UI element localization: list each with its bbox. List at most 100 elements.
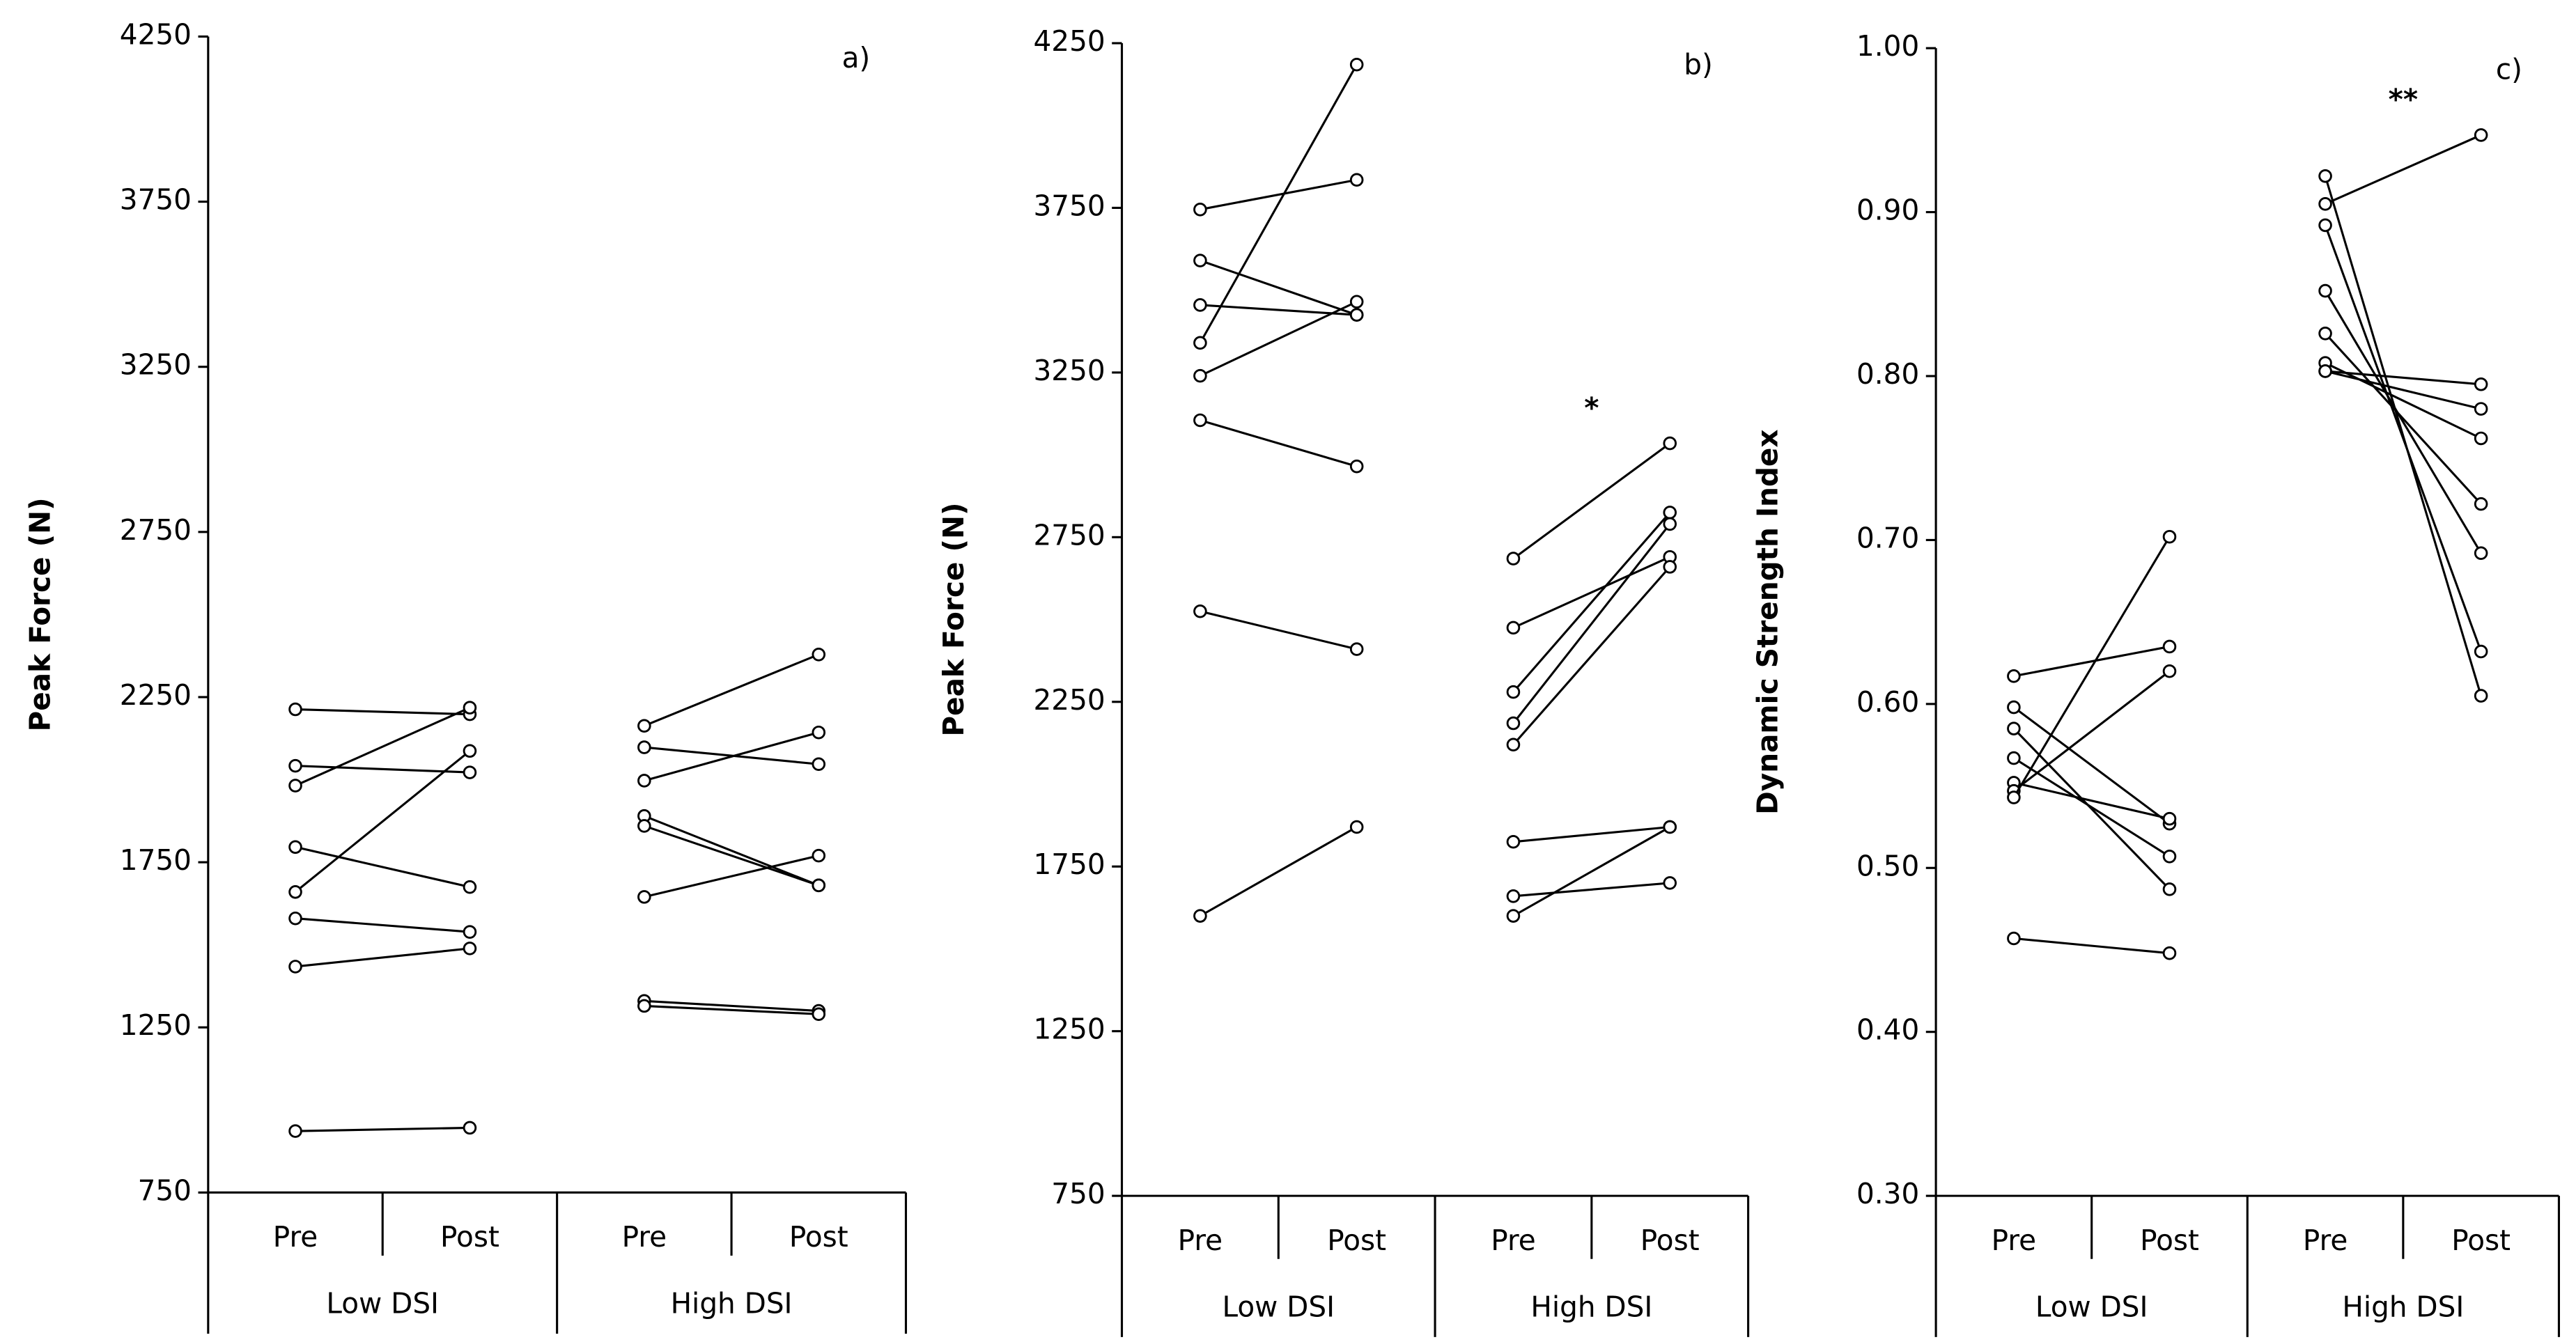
- x-tick-label: Post: [2451, 1224, 2511, 1257]
- y-tick-label: 1250: [120, 1008, 192, 1042]
- post-point: [1663, 876, 1677, 890]
- pre-point: [288, 702, 302, 717]
- pair-line: [1512, 523, 1671, 724]
- x-tick-label: Post: [1640, 1224, 1700, 1257]
- y-tick-label: 1.00: [1856, 29, 1919, 63]
- y-tick-label: 0.60: [1856, 685, 1919, 719]
- pair-line: [2012, 670, 2171, 792]
- pre-point: [1506, 685, 1521, 699]
- pair-line: [1512, 565, 1671, 746]
- post-point: [2162, 850, 2177, 864]
- post-point: [1663, 436, 1677, 451]
- y-tick-label: 2750: [120, 513, 192, 547]
- pair-line: [2324, 332, 2482, 505]
- pre-point: [637, 719, 651, 733]
- post-point: [1349, 642, 1364, 656]
- x-tick-label: Post: [440, 1220, 499, 1254]
- pre-point: [1193, 203, 1207, 217]
- x-tick-label: Pre: [273, 1220, 318, 1254]
- pair-line: [295, 765, 470, 774]
- post-point: [463, 880, 477, 894]
- significance-marker: **: [2389, 83, 2418, 116]
- pre-point: [1193, 336, 1207, 350]
- pre-point: [2007, 931, 2021, 946]
- group-label: High DSI: [1530, 1290, 1652, 1323]
- post-point: [463, 701, 477, 715]
- y-tick-label: 2750: [1034, 518, 1105, 552]
- x-tick-label: Pre: [1178, 1224, 1223, 1257]
- group-label: Low DSI: [2035, 1290, 2148, 1323]
- pre-point: [1193, 253, 1207, 267]
- pair-line: [295, 947, 470, 968]
- y-tick-label: 1750: [1034, 848, 1105, 881]
- pair-line: [2013, 937, 2170, 955]
- x-tick-label: Pre: [622, 1220, 667, 1254]
- y-tick-label: 3750: [1034, 189, 1105, 222]
- pre-point: [1506, 552, 1521, 565]
- post-point: [2162, 639, 2177, 654]
- pair-line: [2013, 781, 2170, 820]
- pre-point: [637, 740, 651, 754]
- post-point: [1349, 820, 1364, 834]
- pair-line: [644, 731, 819, 782]
- pair-line: [2324, 290, 2482, 554]
- post-point: [463, 744, 477, 758]
- pre-point: [288, 758, 302, 773]
- pre-point: [2318, 283, 2332, 298]
- pair-line: [1200, 259, 1358, 316]
- y-tick-label: 4250: [120, 17, 192, 51]
- y-tick-label: 1250: [1034, 1013, 1105, 1046]
- y-tick-label: 3250: [120, 348, 192, 382]
- pair-line: [295, 1126, 470, 1132]
- pre-point: [1193, 368, 1207, 383]
- y-tick-label: 0.50: [1856, 849, 1919, 882]
- pair-line: [1200, 419, 1358, 468]
- post-point: [2162, 529, 2177, 544]
- post-point: [2162, 946, 2177, 960]
- post-point: [2474, 128, 2488, 142]
- pre-point: [288, 779, 302, 793]
- post-point: [2162, 664, 2177, 678]
- post-point: [812, 878, 826, 893]
- pair-line: [2013, 645, 2170, 678]
- post-point: [1349, 459, 1364, 474]
- group-label: High DSI: [2342, 1290, 2464, 1323]
- post-point: [2474, 402, 2488, 416]
- panel-label: b): [1684, 47, 1713, 81]
- y-tick-label: 0.90: [1856, 194, 1919, 227]
- panel-label: a): [842, 41, 871, 75]
- pair-line: [644, 999, 819, 1013]
- post-point: [1663, 517, 1677, 531]
- post-point: [2474, 689, 2488, 703]
- post-point: [812, 725, 826, 740]
- x-tick-label: Pre: [1992, 1224, 2036, 1257]
- pair-line: [2012, 706, 2171, 825]
- pre-point: [637, 890, 651, 904]
- pair-line: [1512, 826, 1670, 917]
- pair-line: [644, 653, 819, 727]
- pre-point: [2318, 218, 2332, 233]
- pair-line: [2325, 370, 2482, 410]
- post-point: [1349, 57, 1364, 72]
- pair-line: [1199, 63, 1358, 344]
- pair-line: [2012, 536, 2171, 798]
- pair-line: [1200, 300, 1358, 377]
- pair-line: [2013, 757, 2171, 858]
- pre-point: [1506, 889, 1521, 903]
- pair-line: [2325, 370, 2481, 386]
- pair-line: [2012, 728, 2171, 890]
- pre-point: [1193, 298, 1207, 312]
- x-tick-label: Post: [2140, 1224, 2199, 1257]
- post-point: [1349, 295, 1364, 309]
- y-axis-label: Peak Force (N): [937, 503, 970, 737]
- pair-line: [644, 855, 819, 898]
- x-tick-label: Pre: [2303, 1224, 2348, 1257]
- pair-line: [295, 845, 470, 889]
- y-tick-label: 3750: [120, 183, 192, 217]
- post-point: [2474, 431, 2488, 446]
- x-tick-label: Pre: [1491, 1224, 1535, 1257]
- pair-line: [1200, 826, 1358, 917]
- pre-point: [1506, 621, 1521, 635]
